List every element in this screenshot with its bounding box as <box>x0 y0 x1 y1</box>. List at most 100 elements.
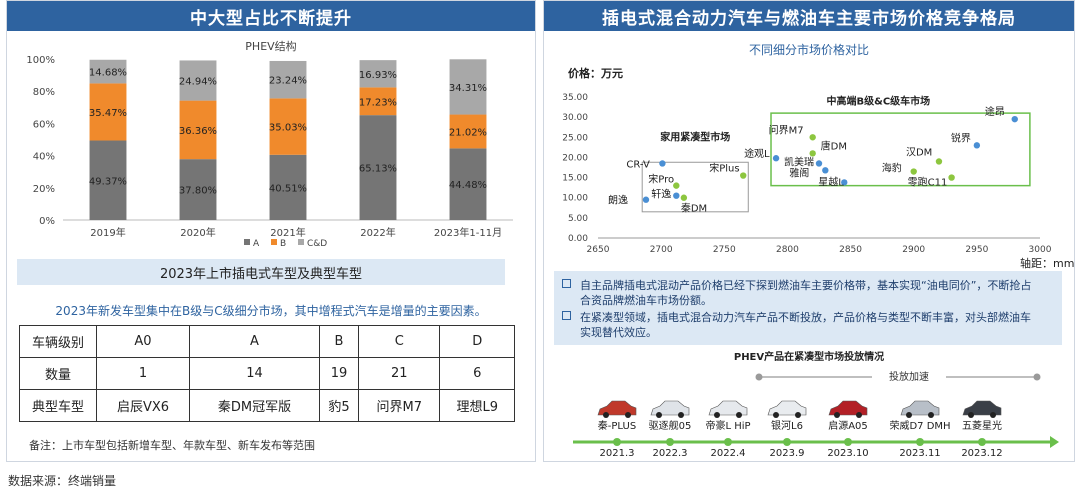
wheel-icon <box>856 412 862 418</box>
x-tick-label: 2700 <box>650 245 673 255</box>
bar-segment <box>269 98 307 155</box>
data-label: 24.94% <box>179 77 217 88</box>
data-source: 数据来源：终端销量 <box>8 474 117 488</box>
square-bullet-icon <box>562 279 571 288</box>
y-tick-label: 5.00 <box>568 214 588 224</box>
bar-segment <box>449 114 487 149</box>
wheel-icon <box>928 412 934 418</box>
car-name: 荣威D7 DMH <box>889 419 950 432</box>
table-cell: B <box>318 325 360 358</box>
wheel-icon <box>906 412 912 418</box>
findings-box: 自主品牌插电式混动产品价格已经下探到燃油车主要价格带，基本实现“油电同价”，不断… <box>554 271 1062 345</box>
x-tick-label: 2850 <box>839 245 862 255</box>
phev-structure-chart: PHEV结构 0% 20% 40% 60% 80% 100% 49.37% 35.47% 14.6… <box>26 39 513 249</box>
model-table: 车辆级别 A0 A B C D 数量 1 14 19 21 6 典型车型 启辰VX6 秦DM冠军版 豹5 问界M… <box>19 325 515 422</box>
section-title: 2023年上市插电式车型及典型车型 <box>159 266 363 282</box>
x-tick-label: 2650 <box>587 245 610 255</box>
data-label: 44.48% <box>449 180 487 191</box>
car-icon <box>650 400 690 416</box>
finding-1: 自主品牌插电式混动产品价格已经下探到燃油车主要价格带，基本实现“油电同价”，不断… <box>562 278 1052 308</box>
x-tick-label: 2023年1-11月 <box>434 226 502 239</box>
scatter-point <box>809 150 816 157</box>
point-label: 海豹 <box>882 162 902 175</box>
speedup-label: 投放加速 <box>889 370 929 383</box>
scatter-point <box>841 179 848 186</box>
timeline-date: 2022.4 <box>711 448 746 459</box>
bar-segment <box>179 159 217 220</box>
car-name: 秦-PLUS <box>598 419 636 432</box>
data-label: 49.37% <box>89 176 127 187</box>
point-label: 轩逸 <box>651 188 671 201</box>
point-label: 宋Pro <box>648 173 674 186</box>
y-tick-label: 0.00 <box>568 234 588 244</box>
table-row-header: 数量 <box>19 357 97 390</box>
timeline-date: 2023.9 <box>770 448 805 459</box>
y-tick-label: 20.00 <box>562 153 588 163</box>
car-icon <box>828 400 868 416</box>
timeline-dot <box>783 438 791 446</box>
scatter-point <box>973 142 981 149</box>
speedup-end-dot <box>1033 373 1041 381</box>
legend-label: A <box>253 239 260 249</box>
x-tick-label: 2950 <box>965 245 988 255</box>
timeline-dot <box>916 438 924 446</box>
car-name: 银河L6 <box>771 419 803 432</box>
timeline-date: 2022.3 <box>653 448 688 459</box>
y-tick-label: 10.00 <box>562 194 588 204</box>
legend-swatch <box>271 239 277 245</box>
scatter-point <box>772 155 780 162</box>
chart-title: PHEV结构 <box>245 39 296 53</box>
wheel-icon <box>990 412 996 418</box>
timeline-date: 2023.10 <box>827 448 868 459</box>
bar-segment <box>179 100 217 160</box>
scatter-point <box>1011 115 1018 123</box>
car-icon <box>900 400 940 416</box>
bar-segment <box>179 60 217 101</box>
y-tick-label: 15.00 <box>562 174 588 184</box>
car-name: 帝豪L HiP <box>705 419 750 432</box>
table-row-header: 车辆级别 <box>19 325 97 358</box>
point-label: 雅阁 <box>789 166 809 179</box>
premium-market-box <box>770 112 1031 187</box>
point-label: 零跑C11 <box>908 176 948 189</box>
bar-segment <box>269 154 307 220</box>
data-label: 17.23% <box>359 97 397 108</box>
timeline-date: 2023.11 <box>899 448 940 459</box>
table-row-header: 典型车型 <box>19 389 97 422</box>
point-label: 锐界 <box>951 131 971 144</box>
right-panel-title: 插电式混合动力汽车与燃油车主要市场价格竞争格局 <box>544 1 1074 31</box>
group-label-compact: 家用紧凑型市场 <box>660 131 730 144</box>
car-name: 五菱星光 <box>962 419 1002 432</box>
compact-market-box <box>641 161 749 213</box>
wheel-icon <box>656 412 662 418</box>
data-label: 65.13% <box>359 164 397 175</box>
speedup-start-dot <box>755 373 763 381</box>
point-label: 途观L <box>744 147 770 160</box>
finding-2: 在紧凑型领域，插电式混合动力汽车产品不断投放，产品价格与类型不断丰富，对头部燃油… <box>562 310 1052 340</box>
table-row: 数量 1 14 19 21 6 <box>19 357 515 390</box>
wheel-icon <box>714 412 720 418</box>
scatter-point <box>642 196 650 203</box>
data-label: 14.68% <box>89 68 127 79</box>
timeline-dot <box>844 438 852 446</box>
x-tick-label: 3000 <box>1029 245 1052 255</box>
scatter-point <box>910 168 917 175</box>
scatter-point <box>673 192 680 199</box>
table-cell: D <box>439 325 515 358</box>
point-label: CR-V <box>626 159 650 170</box>
point-label: 凯美瑞 <box>784 155 814 168</box>
scatter-point <box>822 167 829 174</box>
square-bullet-icon <box>562 311 571 320</box>
y-tick-label: 25.00 <box>562 133 588 143</box>
point-label: 唐DM <box>821 139 847 152</box>
y-tick-label: 20% <box>33 184 55 195</box>
bar-segment <box>359 87 397 116</box>
bar-segment <box>359 115 397 220</box>
wheel-icon <box>678 412 684 418</box>
y-tick-label: 100% <box>26 55 55 66</box>
y-tick-label: 40% <box>33 152 55 163</box>
data-label: 37.80% <box>179 186 217 197</box>
bar-segment <box>89 140 127 220</box>
